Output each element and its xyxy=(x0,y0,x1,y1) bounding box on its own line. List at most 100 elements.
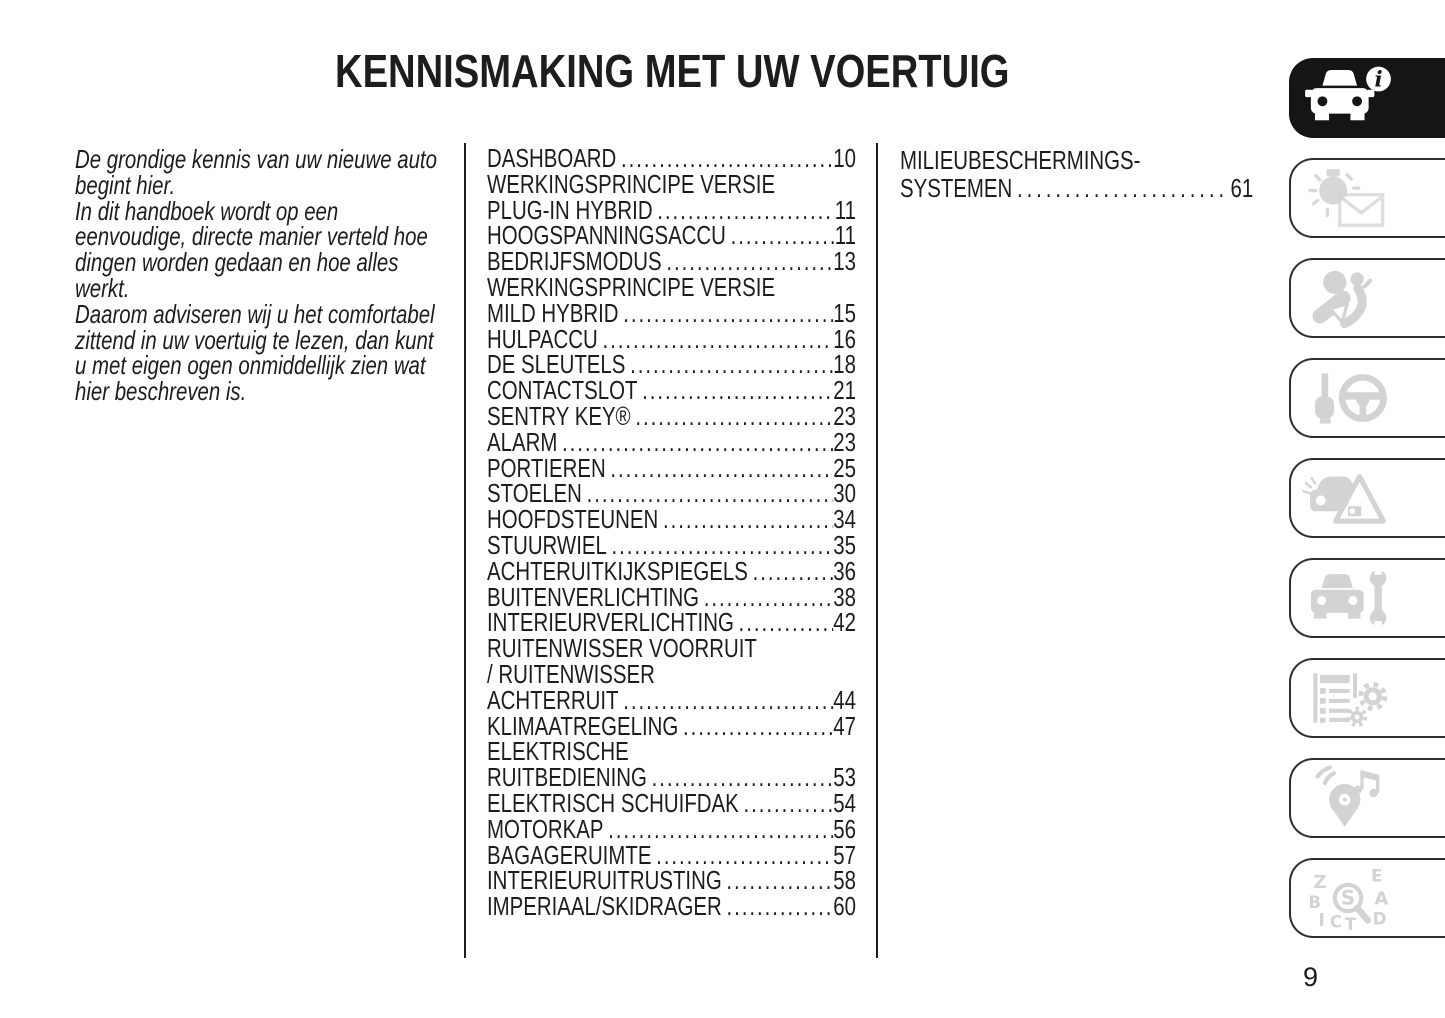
toc-entry-label: RUITENWISSER VOORRUIT xyxy=(487,633,757,664)
toc-page-number: 38 xyxy=(833,581,856,612)
intro-line: begint hier. xyxy=(75,169,176,200)
toc-entry-label: ELEKTRISCH SCHUIFDAK xyxy=(487,787,739,818)
toc-entry[interactable]: HOOGSPANNINGSACCU 11 xyxy=(487,220,856,251)
toc-entry[interactable]: CONTACTSLOT 21 xyxy=(487,375,856,406)
toc-entry[interactable]: RUITENWISSER VOORRUIT / RUITENWISSER ACHTE… xyxy=(487,633,856,715)
toc-page-number: 53 xyxy=(833,762,856,793)
emergency-warning-triangle-icon xyxy=(1302,474,1386,524)
toc-column-1: DASHBOARD10WERKINGSPRINCIPE VERSIEPLUG-I… xyxy=(487,143,856,922)
intro-text: De grondige kennis van uw nieuwe auto beg… xyxy=(75,144,444,407)
tab-starting-driving[interactable] xyxy=(1289,358,1445,438)
intro-line: eenvoudige, directe manier verteld hoe xyxy=(75,221,428,252)
toc-page-number: 42 xyxy=(833,607,856,638)
svg-text:D: D xyxy=(1373,909,1387,928)
svg-text:S: S xyxy=(1341,887,1355,910)
toc-entry[interactable]: ELEKTRISCH SCHUIFDAK 54 xyxy=(487,787,856,818)
toc-page-number: 11 xyxy=(834,220,856,251)
toc-entry-label: MOTORKAP xyxy=(487,813,604,844)
car-maintenance-wrench-icon xyxy=(1310,567,1387,629)
svg-text:Z: Z xyxy=(1313,872,1326,893)
toc-entry[interactable]: BUITENVERLICHTING 38 xyxy=(487,581,856,612)
tab-safety[interactable] xyxy=(1289,258,1445,338)
toc-leader-dots xyxy=(722,868,834,894)
toc-leader-dots xyxy=(637,378,833,404)
intro-line: De grondige kennis van uw nieuwe auto xyxy=(75,144,437,174)
toc-entry-label: CONTACTSLOT xyxy=(487,375,638,406)
toc-page-number: 58 xyxy=(833,865,856,896)
toc-page-number: 16 xyxy=(833,323,856,354)
toc-entry[interactable]: ACHTERUITKIJKSPIEGELS 36 xyxy=(487,558,856,585)
column-divider xyxy=(464,143,466,958)
toc-entry[interactable]: DE SLEUTELS 18 xyxy=(487,349,856,380)
tab-maintenance[interactable] xyxy=(1289,558,1445,638)
toc-entry-label: PORTIEREN xyxy=(487,452,606,483)
toc-entry-label: KLIMAATREGELING xyxy=(487,710,679,741)
toc-leader-dots xyxy=(607,533,833,559)
toc-entry[interactable]: DASHBOARD 10 xyxy=(487,143,856,173)
svg-text:A: A xyxy=(1374,889,1388,910)
svg-text:E: E xyxy=(1371,867,1382,886)
toc-page-number: 60 xyxy=(833,891,856,922)
toc-entry-label: ELEKTRISCHE xyxy=(487,736,629,767)
toc-entry[interactable]: INTERIEURUITRUSTING 58 xyxy=(487,865,856,896)
intro-line: hier beschreven is. xyxy=(75,376,247,407)
multimedia-navigation-icon xyxy=(1315,765,1380,827)
toc-leader-dots xyxy=(739,791,833,817)
toc-entry-label: / RUITENWISSER xyxy=(487,658,655,689)
tab-vehicle-intro[interactable]: i xyxy=(1289,58,1445,138)
page-title: KENNISMAKING MET UW VOERTUIG xyxy=(335,45,1010,97)
toc-page-number: 30 xyxy=(833,478,856,509)
toc-entry-label: HULPACCU xyxy=(487,323,598,354)
toc-entry[interactable]: STOELEN 30 xyxy=(487,478,856,509)
toc-entry[interactable]: BEDRIJFSMODUS 13 xyxy=(487,246,856,277)
toc-page-number: 54 xyxy=(833,787,856,818)
toc-entry[interactable]: HULPACCU 16 xyxy=(487,323,856,354)
toc-entry[interactable]: KLIMAATREGELING 47 xyxy=(487,710,856,741)
technical-data-gears-icon xyxy=(1313,673,1388,728)
toc-entry[interactable]: INTERIEURVERLICHTING 42 xyxy=(487,607,856,638)
tab-emergency[interactable] xyxy=(1289,458,1445,538)
toc-entry[interactable]: MOTORKAP 56 xyxy=(487,813,856,844)
toc-page-number: 10 xyxy=(833,143,856,173)
toc-page-number: 13 xyxy=(833,246,856,277)
intro-line: Daarom adviseren wij u het comfortabel xyxy=(75,298,435,329)
toc-leader-dots xyxy=(598,327,833,353)
toc-page-number: 56 xyxy=(833,813,856,844)
svg-text:C: C xyxy=(1330,913,1342,931)
toc-entry[interactable]: MILIEUBESCHERMINGS-SYSTEMEN 61 xyxy=(900,146,1253,202)
toc-entry-label: SYSTEMEN xyxy=(900,173,1013,203)
toc-page-number: 57 xyxy=(833,839,856,870)
toc-page-number: 44 xyxy=(833,684,856,715)
toc-page-number: 18 xyxy=(833,349,856,380)
toc-page-number: 61 xyxy=(1230,173,1254,203)
tab-technical-data[interactable] xyxy=(1289,658,1445,738)
toc-entry[interactable]: IMPERIAAL/SKIDRAGER 60 xyxy=(487,891,856,922)
toc-entry-label: MILIEUBESCHERMINGS- xyxy=(900,145,1141,175)
toc-page-number: 21 xyxy=(833,375,856,406)
toc-leader-dots xyxy=(678,714,833,740)
toc-entry[interactable]: PORTIEREN 25 xyxy=(487,452,856,483)
toc-entry-label: ACHTERRUIT xyxy=(487,684,619,715)
toc-entry[interactable]: ALARM 23 xyxy=(487,429,856,456)
page-number: 9 xyxy=(1303,962,1319,992)
alphabetical-index-icon: Z E B A I C T D S xyxy=(1308,867,1388,932)
tab-multimedia[interactable] xyxy=(1289,758,1445,838)
toc-entry-label: BEDRIJFSMODUS xyxy=(487,246,662,277)
toc-entry[interactable]: STUURWIEL 35 xyxy=(487,532,856,559)
warning-light-message-icon xyxy=(1308,169,1385,227)
toc-page-number: 15 xyxy=(833,297,856,328)
toc-entry[interactable]: HOOFDSTEUNEN 34 xyxy=(487,504,856,535)
toc-entry[interactable]: BAGAGERUIMTE 57 xyxy=(487,839,856,870)
toc-page-number: 47 xyxy=(833,710,856,741)
toc-entry-label: HOOFDSTEUNEN xyxy=(487,504,659,535)
toc-entry[interactable]: SENTRY KEY® 23 xyxy=(487,403,856,430)
toc-leader-dots xyxy=(658,507,833,533)
toc-entry-label: PLUG-IN HYBRID xyxy=(487,194,653,225)
tab-instrument-panel[interactable] xyxy=(1289,158,1445,238)
svg-text:I: I xyxy=(1318,910,1325,931)
tab-index[interactable]: Z E B A I C T D S xyxy=(1289,858,1445,938)
